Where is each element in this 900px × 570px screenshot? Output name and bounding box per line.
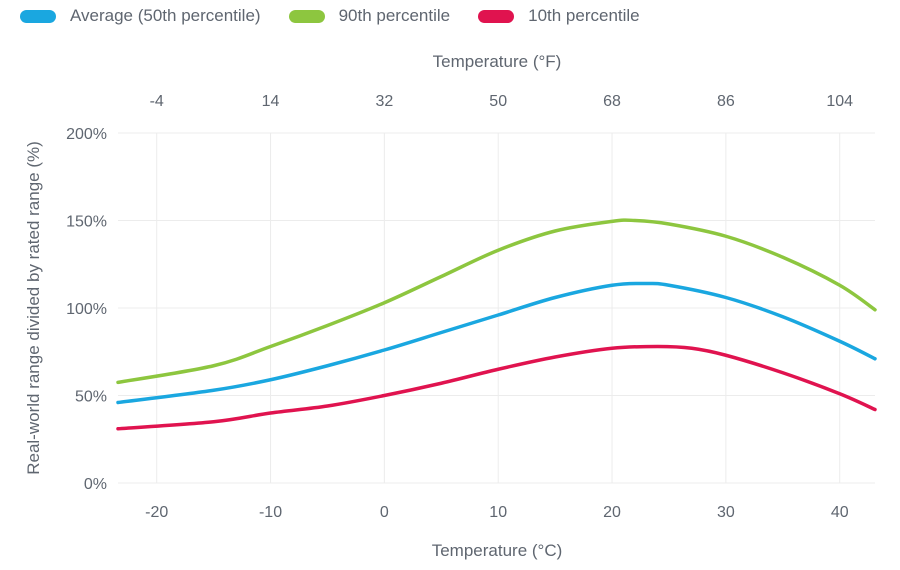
legend-swatch-90th: [288, 9, 325, 23]
x2-axis-title: Temperature (°F): [433, 52, 562, 71]
series-line-90th: [116, 218, 877, 385]
y-tick-label: 100%: [66, 301, 107, 318]
x-tick-label: -20: [145, 504, 168, 521]
x-axis-title: Temperature (°C): [432, 541, 563, 560]
y-axis-title: Real-world range divided by rated range …: [24, 141, 43, 475]
legend-item-90th[interactable]: 90th percentile: [288, 6, 451, 26]
x2-tick-label: 104: [826, 93, 853, 110]
legend-item-average[interactable]: Average (50th percentile): [20, 6, 261, 26]
x2-tick-label: -4: [150, 93, 164, 110]
series-line-10th: [116, 344, 877, 431]
legend-label-10th: 10th percentile: [528, 6, 640, 25]
x2-tick-label: 50: [489, 93, 507, 110]
x-tick-label: 0: [380, 504, 389, 521]
x-tick-label: 20: [603, 504, 621, 521]
x-tick-label: 30: [717, 504, 735, 521]
x2-tick-label: 86: [717, 93, 735, 110]
x-tick-label: 10: [489, 504, 507, 521]
legend-label-90th: 90th percentile: [338, 6, 451, 25]
legend: Average (50th percentile) 90th percentil…: [20, 6, 668, 26]
y-tick-label: 200%: [66, 126, 107, 143]
legend-swatch-average: [20, 9, 56, 23]
x-tick-label: 40: [831, 504, 849, 521]
y-tick-label: 0%: [84, 476, 107, 493]
x2-tick-label: 68: [603, 93, 621, 110]
y-tick-label: 50%: [75, 389, 107, 406]
x-tick-label: -10: [259, 504, 282, 521]
x2-tick-label: 14: [262, 93, 280, 110]
legend-swatch-10th: [478, 9, 515, 23]
legend-item-10th[interactable]: 10th percentile: [478, 6, 640, 26]
legend-label-average: Average (50th percentile): [70, 6, 261, 25]
series-line-average: [116, 281, 877, 405]
x2-tick-label: 32: [375, 93, 393, 110]
y-tick-label: 150%: [66, 214, 107, 231]
